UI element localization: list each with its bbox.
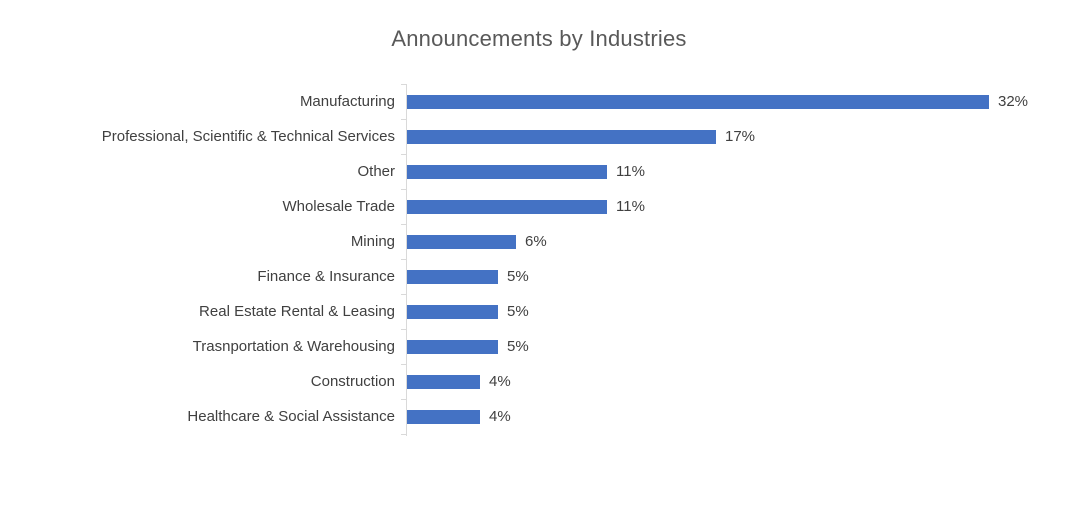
bar-row: Mining 6% <box>0 224 1078 259</box>
bar-track: 4% <box>407 364 1078 399</box>
bar <box>407 269 498 284</box>
bar <box>407 94 989 109</box>
data-label: 5% <box>507 303 529 320</box>
bar <box>407 164 607 179</box>
bar-row: Other 11% <box>0 154 1078 189</box>
data-label: 5% <box>507 268 529 285</box>
data-label: 4% <box>489 373 511 390</box>
axis-tick <box>401 154 406 155</box>
axis-tick <box>401 364 406 365</box>
axis-tick <box>401 189 406 190</box>
axis-tick <box>401 399 406 400</box>
bar-row: Trasnportation & Warehousing 5% <box>0 329 1078 364</box>
axis-tick <box>401 434 406 435</box>
y-axis-line <box>406 84 407 436</box>
data-label: 11% <box>616 163 645 180</box>
chart-title: Announcements by Industries <box>391 26 687 51</box>
category-label: Construction <box>310 373 395 390</box>
axis-tick <box>401 294 406 295</box>
category-label: Manufacturing <box>299 93 395 110</box>
bar-track: 6% <box>407 224 1078 259</box>
bar-track: 4% <box>407 399 1078 434</box>
bar-row: Manufacturing 32% <box>0 84 1078 119</box>
axis-tick <box>401 259 406 260</box>
bar-track: 17% <box>407 119 1078 154</box>
category-label: Professional, Scientific & Technical Ser… <box>101 128 395 145</box>
data-label: 4% <box>489 408 511 425</box>
axis-tick <box>401 119 406 120</box>
bar-track: 5% <box>407 294 1078 329</box>
data-label: 5% <box>507 338 529 355</box>
bar-track: 5% <box>407 329 1078 364</box>
bar <box>407 409 480 424</box>
category-label: Other <box>357 163 395 180</box>
bar <box>407 339 498 354</box>
data-label: 32% <box>998 93 1029 110</box>
bar <box>407 234 516 249</box>
category-label: Healthcare & Social Assistance <box>187 408 395 425</box>
bar-track: 11% <box>407 189 1078 224</box>
axis-tick <box>401 84 406 85</box>
bar <box>407 129 716 144</box>
bar-track: 5% <box>407 259 1078 294</box>
bar-track: 11% <box>407 154 1078 189</box>
bar-row: Wholesale Trade 11% <box>0 189 1078 224</box>
data-label: 6% <box>525 233 547 250</box>
bar <box>407 199 607 214</box>
category-label: Finance & Insurance <box>257 268 395 285</box>
data-label: 11% <box>616 198 645 215</box>
axis-tick <box>401 329 406 330</box>
bar <box>407 304 498 319</box>
axis-tick <box>401 224 406 225</box>
bar-row: Finance & Insurance 5% <box>0 259 1078 294</box>
category-label: Wholesale Trade <box>282 198 395 215</box>
category-label: Real Estate Rental & Leasing <box>199 303 395 320</box>
bar-track: 32% <box>407 84 1078 119</box>
data-label: 17% <box>725 128 756 145</box>
bar-row: Construction 4% <box>0 364 1078 399</box>
bar-row: Professional, Scientific & Technical Ser… <box>0 119 1078 154</box>
bar <box>407 374 480 389</box>
category-label: Mining <box>350 233 395 250</box>
category-label: Trasnportation & Warehousing <box>192 338 395 355</box>
bar-row: Healthcare & Social Assistance 4% <box>0 399 1078 434</box>
bar-row: Real Estate Rental & Leasing 5% <box>0 294 1078 329</box>
plot-area: Manufacturing 32% Professional, Scientific… <box>0 84 1078 434</box>
